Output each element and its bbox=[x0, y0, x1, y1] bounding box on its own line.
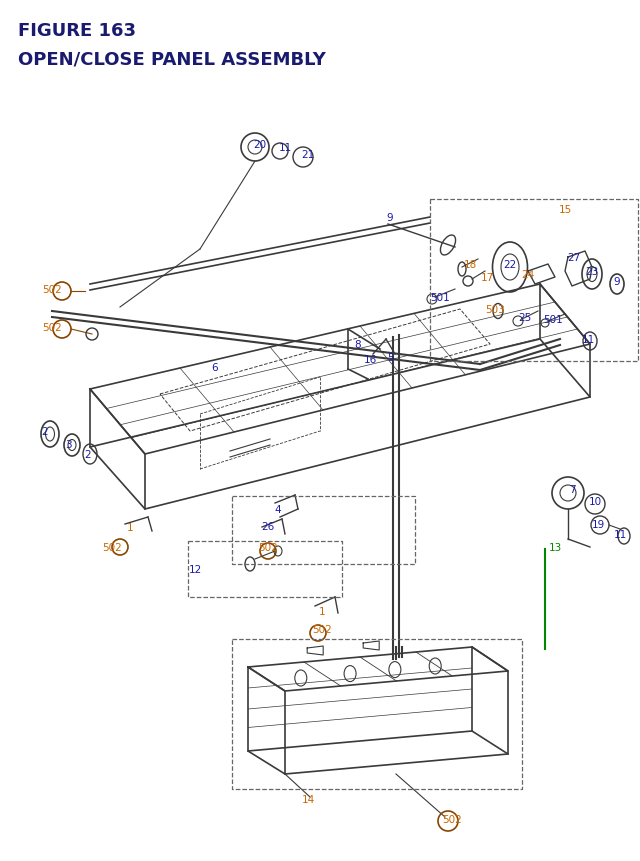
Text: 502: 502 bbox=[258, 542, 278, 553]
Text: 22: 22 bbox=[504, 260, 516, 269]
Text: 6: 6 bbox=[212, 362, 218, 373]
Text: 23: 23 bbox=[586, 267, 598, 276]
Text: 8: 8 bbox=[355, 339, 362, 350]
Text: 2: 2 bbox=[42, 426, 48, 437]
Text: 1: 1 bbox=[127, 523, 133, 532]
Text: 503: 503 bbox=[485, 305, 505, 314]
Text: 11: 11 bbox=[581, 335, 595, 344]
Text: 12: 12 bbox=[188, 564, 202, 574]
Text: 502: 502 bbox=[42, 323, 62, 332]
Text: 502: 502 bbox=[312, 624, 332, 635]
Text: 9: 9 bbox=[387, 213, 394, 223]
Text: 5: 5 bbox=[387, 353, 394, 362]
Text: 502: 502 bbox=[42, 285, 62, 294]
Text: 3: 3 bbox=[65, 439, 71, 449]
Text: 25: 25 bbox=[518, 313, 532, 323]
Text: 13: 13 bbox=[548, 542, 562, 553]
Text: 15: 15 bbox=[558, 205, 572, 214]
Text: 1: 1 bbox=[319, 606, 325, 616]
Text: 26: 26 bbox=[261, 522, 275, 531]
Text: 19: 19 bbox=[591, 519, 605, 530]
Text: 21: 21 bbox=[301, 150, 315, 160]
Text: 18: 18 bbox=[463, 260, 477, 269]
Text: 4: 4 bbox=[275, 505, 282, 514]
Text: 24: 24 bbox=[522, 269, 534, 280]
Text: 2: 2 bbox=[84, 449, 92, 460]
Text: 502: 502 bbox=[442, 814, 462, 824]
Text: 502: 502 bbox=[102, 542, 122, 553]
Text: 7: 7 bbox=[569, 485, 575, 494]
Text: 27: 27 bbox=[568, 253, 580, 263]
Text: 20: 20 bbox=[253, 139, 267, 150]
Text: 11: 11 bbox=[613, 530, 627, 539]
Text: 10: 10 bbox=[588, 497, 602, 506]
Text: 501: 501 bbox=[543, 314, 563, 325]
Text: 501: 501 bbox=[430, 293, 450, 303]
Text: FIGURE 163: FIGURE 163 bbox=[18, 22, 136, 40]
Text: OPEN/CLOSE PANEL ASSEMBLY: OPEN/CLOSE PANEL ASSEMBLY bbox=[18, 50, 326, 68]
Text: 11: 11 bbox=[278, 143, 292, 152]
Text: 17: 17 bbox=[481, 273, 493, 282]
Text: 14: 14 bbox=[301, 794, 315, 804]
Text: 16: 16 bbox=[364, 355, 376, 364]
Text: 9: 9 bbox=[614, 276, 620, 287]
